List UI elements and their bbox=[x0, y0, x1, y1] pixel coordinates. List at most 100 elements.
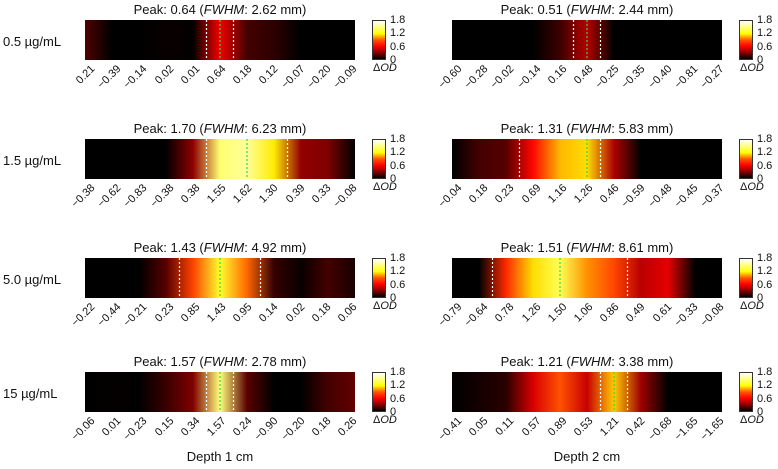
tick-label: −0.21 bbox=[121, 301, 150, 330]
row-label: 15 µg/mL bbox=[3, 386, 58, 401]
tick-label: 1.21 bbox=[598, 415, 622, 439]
colorbar bbox=[372, 139, 386, 179]
tick-label: −0.08 bbox=[331, 182, 360, 211]
colorbar-unit: ΔOD bbox=[740, 62, 764, 74]
colorbar-unit: ΔOD bbox=[373, 414, 397, 426]
tick-label: 1.57 bbox=[204, 415, 229, 439]
unit-prefix: Δ bbox=[373, 62, 381, 74]
colorbar-tick: 1.8 bbox=[757, 14, 773, 26]
colorbar-unit: ΔOD bbox=[373, 300, 397, 312]
column-label: Depth 2 cm bbox=[553, 449, 621, 464]
panel-title: Peak: 1.57 (FWHM: 2.78 mm) bbox=[133, 354, 307, 369]
heatmap-svg bbox=[452, 372, 722, 412]
heatmap-svg bbox=[452, 258, 722, 298]
tick-label: 0.95 bbox=[231, 301, 255, 325]
peak-prefix: Peak: bbox=[133, 2, 171, 17]
tick-label: 0.64 bbox=[204, 63, 229, 87]
peak-prefix: Peak: bbox=[500, 121, 538, 136]
column-label: Depth 1 cm bbox=[186, 449, 254, 464]
colorbar-tick: 0.6 bbox=[757, 278, 773, 291]
colorbar-tick: 1.2 bbox=[757, 379, 773, 392]
unit-prefix: Δ bbox=[373, 181, 381, 193]
heatmap-strip bbox=[452, 20, 722, 60]
panel-title: Peak: 1.31 (FWHM: 5.83 mm) bbox=[500, 121, 674, 136]
tick-label: 0.16 bbox=[545, 63, 570, 87]
tick-label: −0.14 bbox=[514, 63, 544, 92]
colorbar-unit: ΔOD bbox=[373, 181, 397, 193]
tick-label: −0.83 bbox=[121, 182, 150, 211]
tick-label: −0.20 bbox=[278, 415, 308, 444]
tick-label: 0.02 bbox=[152, 63, 177, 87]
tick-label: 0.23 bbox=[152, 301, 177, 325]
tick-label: −0.38 bbox=[69, 182, 98, 211]
peak-value: 1.70 bbox=[170, 121, 196, 136]
colorbar-tick: 1.8 bbox=[390, 252, 406, 264]
colorbar-tick: 1.2 bbox=[757, 27, 773, 40]
panel-title: Peak: 1.43 (FWHM: 4.92 mm) bbox=[133, 240, 307, 255]
tick-label: −0.41 bbox=[436, 415, 465, 444]
tick-label: −0.38 bbox=[147, 182, 177, 211]
colorbar-tick: 0 bbox=[757, 406, 764, 418]
fwhm-value: 2.44 mm bbox=[618, 2, 670, 17]
tick-label: 0.89 bbox=[545, 415, 570, 439]
tick-label: 0.06 bbox=[335, 301, 360, 325]
peak-value: 1.51 bbox=[537, 240, 563, 255]
tick-label: −0.25 bbox=[593, 63, 622, 92]
tick-label: 0.18 bbox=[231, 63, 255, 87]
colorbar-tick: 1.8 bbox=[390, 133, 406, 145]
colorbar-tick: 1.8 bbox=[390, 366, 406, 378]
tick-label: 0.57 bbox=[519, 415, 544, 439]
heatmap-fill bbox=[452, 372, 722, 412]
heatmap-svg bbox=[85, 258, 355, 298]
colorbar bbox=[739, 258, 753, 298]
tick-label: 0.18 bbox=[309, 301, 334, 325]
tick-label: 1.26 bbox=[571, 182, 596, 206]
unit-prefix: Δ bbox=[373, 300, 381, 312]
colorbar bbox=[739, 20, 753, 60]
unit-name: OD bbox=[380, 62, 397, 74]
unit-name: OD bbox=[380, 300, 397, 312]
colorbar-tick: 0 bbox=[757, 173, 764, 185]
tick-label: −0.28 bbox=[462, 63, 491, 92]
colorbar-tick: 0 bbox=[390, 54, 397, 66]
fwhm-label: FWHM bbox=[570, 240, 612, 255]
heatmap-strip bbox=[85, 372, 355, 412]
fwhm-label: FWHM bbox=[203, 354, 245, 369]
tick-label: 0.01 bbox=[100, 415, 124, 439]
colorbar-tick: 1.8 bbox=[390, 14, 406, 26]
tick-label: 0.23 bbox=[493, 182, 517, 206]
peak-value: 1.21 bbox=[537, 354, 563, 369]
panel-title: Peak: 0.64 (FWHM: 2.62 mm) bbox=[133, 2, 307, 17]
colorbar bbox=[739, 139, 753, 179]
tick-label: −0.22 bbox=[69, 301, 98, 330]
tick-label: −0.39 bbox=[95, 63, 124, 92]
tick-label: −0.79 bbox=[436, 301, 465, 330]
colorbar-tick: 1.8 bbox=[757, 252, 773, 264]
unit-prefix: Δ bbox=[740, 62, 748, 74]
unit-name: OD bbox=[380, 181, 397, 193]
peak-value: 1.31 bbox=[537, 121, 563, 136]
fwhm-value: 4.92 mm bbox=[251, 240, 303, 255]
tick-label: 1.50 bbox=[545, 301, 570, 325]
peak-prefix: Peak: bbox=[500, 240, 538, 255]
tick-label: −0.45 bbox=[672, 182, 701, 211]
tick-label: 0.46 bbox=[598, 182, 622, 206]
heatmap-strip bbox=[85, 139, 355, 179]
colorbar-tick: 0.6 bbox=[390, 40, 406, 53]
colorbar-tick: 0.6 bbox=[390, 392, 406, 405]
tick-label: 0.24 bbox=[231, 415, 255, 439]
colorbar-tick: 0.6 bbox=[757, 392, 773, 405]
tick-label: 0.15 bbox=[152, 415, 177, 439]
tick-label: 0.78 bbox=[493, 301, 517, 325]
tick-label: 0.39 bbox=[283, 182, 308, 206]
tick-label: 0.05 bbox=[467, 415, 491, 439]
peak-value: 1.43 bbox=[170, 240, 196, 255]
colorbar-tick: 1.2 bbox=[390, 146, 406, 159]
tick-label: −0.90 bbox=[252, 415, 281, 444]
heatmap-strip bbox=[85, 20, 355, 60]
tick-label: 0.18 bbox=[467, 182, 491, 206]
tick-label: 0.42 bbox=[624, 415, 648, 439]
colorbar-tick: 1.2 bbox=[390, 379, 406, 392]
tick-label: 1.06 bbox=[571, 301, 596, 325]
fwhm-label: FWHM bbox=[570, 354, 612, 369]
